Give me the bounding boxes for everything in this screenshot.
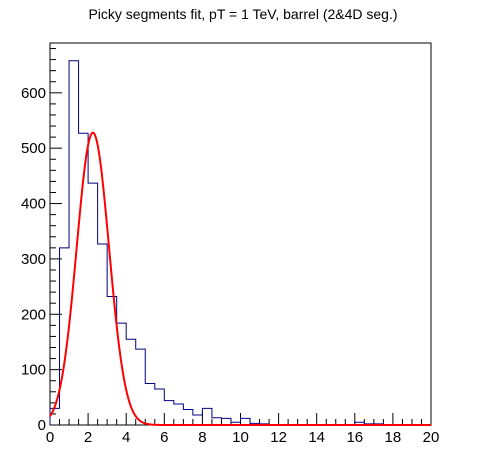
x-tick-label: 4 — [122, 429, 130, 446]
y-tick-label: 500 — [21, 140, 46, 157]
y-tick-label: 600 — [21, 85, 46, 102]
histogram-series — [49, 60, 431, 426]
histogram-bin — [164, 401, 174, 425]
gaussian-fit-curve — [49, 131, 431, 426]
y-tick-label: 400 — [21, 196, 46, 213]
histogram-layer — [49, 60, 431, 426]
histogram-bin — [193, 415, 203, 425]
y-tick-label: 0 — [38, 417, 46, 434]
histogram-bin — [202, 408, 212, 425]
histogram-bin — [145, 383, 155, 425]
y-tick-label: 100 — [21, 362, 46, 379]
x-tick-label: 2 — [84, 429, 92, 446]
x-tick-label: 14 — [308, 429, 325, 446]
x-tick-label: 12 — [270, 429, 287, 446]
histogram-bin — [50, 408, 60, 425]
y-tick-label: 300 — [21, 251, 46, 268]
histogram-bin — [155, 389, 165, 425]
x-tick-label: 18 — [385, 429, 402, 446]
x-tick-label: 10 — [232, 429, 249, 446]
y-tick-label: 200 — [21, 306, 46, 323]
histogram-bin — [136, 349, 146, 425]
x-tick-label: 16 — [346, 429, 363, 446]
histogram-bin — [212, 418, 222, 425]
x-tick-label: 0 — [46, 429, 54, 446]
histogram-bin — [183, 409, 193, 425]
y-axis: 0 100 200 300 400 500 600 — [21, 48, 62, 434]
histogram-bin — [174, 404, 184, 425]
chart-title: Picky segments fit, pT = 1 TeV, barrel (… — [88, 6, 397, 22]
x-tick-label: 8 — [198, 429, 206, 446]
x-tick-label: 20 — [423, 429, 440, 446]
fit-layer — [49, 131, 431, 426]
histogram-bin — [88, 183, 98, 425]
histogram-bin — [98, 244, 108, 425]
x-tick-label: 6 — [160, 429, 168, 446]
